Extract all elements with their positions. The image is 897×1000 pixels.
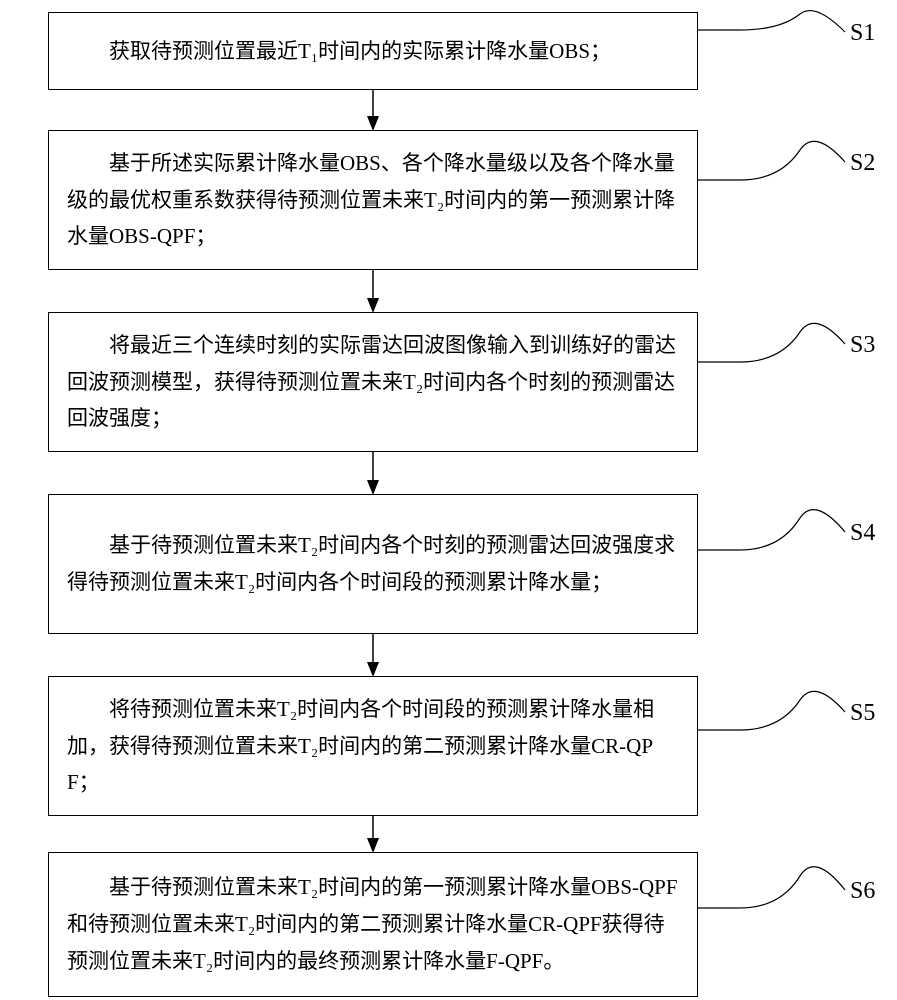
flowchart-canvas: 获取待预测位置最近T₁时间内的实际累计降水量OBS； 基于所述实际累计降水量OB… [0, 0, 897, 1000]
connector-s6 [698, 867, 845, 908]
step-text-s5: 将待预测位置未来T₂时间内各个时间段的预测累计降水量相加，获得待预测位置未来T₂… [67, 691, 679, 801]
step-text-s3: 将最近三个连续时刻的实际雷达回波图像输入到训练好的雷达回波预测模型，获得待预测位… [67, 327, 679, 437]
step-label-s3: S3 [850, 332, 875, 359]
step-box-s4: 基于待预测位置未来T₂时间内各个时刻的预测雷达回波强度求得待预测位置未来T₂时间… [48, 494, 698, 634]
connector-s2 [698, 141, 845, 180]
step-label-s6: S6 [850, 878, 875, 905]
connector-s4 [698, 510, 845, 550]
step-box-s6: 基于待预测位置未来T₂时间内的第一预测累计降水量OBS-QPF和待预测位置未来T… [48, 852, 698, 997]
connector-s3 [698, 323, 845, 362]
step-text-s6: 基于待预测位置未来T₂时间内的第一预测累计降水量OBS-QPF和待预测位置未来T… [67, 869, 679, 979]
step-text-s4: 基于待预测位置未来T₂时间内各个时刻的预测雷达回波强度求得待预测位置未来T₂时间… [67, 527, 679, 601]
connector-s5 [698, 691, 845, 730]
step-box-s3: 将最近三个连续时刻的实际雷达回波图像输入到训练好的雷达回波预测模型，获得待预测位… [48, 312, 698, 452]
connector-s1 [698, 11, 845, 32]
step-label-s5: S5 [850, 700, 875, 727]
step-text-s1: 获取待预测位置最近T₁时间内的实际累计降水量OBS； [67, 33, 611, 70]
step-box-s1: 获取待预测位置最近T₁时间内的实际累计降水量OBS； [48, 12, 698, 90]
step-label-s4: S4 [850, 520, 875, 547]
step-label-s2: S2 [850, 150, 875, 177]
step-box-s5: 将待预测位置未来T₂时间内各个时间段的预测累计降水量相加，获得待预测位置未来T₂… [48, 676, 698, 816]
step-label-s1: S1 [850, 20, 875, 47]
step-text-s2: 基于所述实际累计降水量OBS、各个降水量级以及各个降水量级的最优权重系数获得待预… [67, 145, 679, 255]
step-box-s2: 基于所述实际累计降水量OBS、各个降水量级以及各个降水量级的最优权重系数获得待预… [48, 130, 698, 270]
